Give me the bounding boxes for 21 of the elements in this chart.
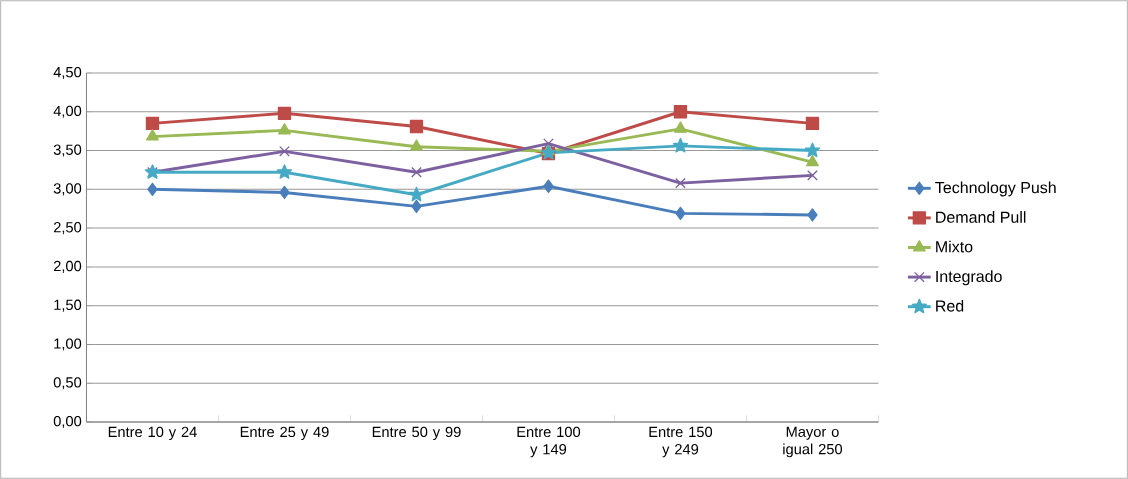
y-tick-label: 4,50: [53, 66, 82, 80]
x-tick-label: Entre 10 y 24: [108, 426, 197, 440]
y-tick-label: 3,50: [53, 144, 82, 157]
y-tick-label: 1,00: [54, 338, 82, 351]
legend-label: Technology Push: [935, 181, 1056, 197]
y-tick-label: 3,00: [53, 183, 82, 196]
y-tick-label: 2,50: [53, 222, 82, 235]
y-tick-label: 1,50: [54, 299, 82, 312]
legend-label: Integrado: [936, 270, 1002, 286]
legend-label: Mixto: [936, 240, 973, 253]
x-tick-label: Entre 25 y 49: [240, 426, 329, 440]
x-tick-label: Entre 100 y 149: [517, 426, 581, 458]
y-tick-label: 2,00: [53, 260, 82, 273]
y-tick-label: 0,00: [53, 415, 82, 429]
legend-label: Red: [936, 299, 964, 312]
legend-label: Demand Pull: [936, 211, 1026, 223]
x-tick-label: Entre 50 y 99: [372, 426, 461, 440]
y-tick-label: 4,00: [53, 105, 82, 118]
y-tick-label: 0,50: [53, 377, 82, 390]
x-tick-label: Mayor o igual 250: [783, 426, 843, 458]
x-tick-label: Entre 150 y 249: [649, 426, 713, 458]
